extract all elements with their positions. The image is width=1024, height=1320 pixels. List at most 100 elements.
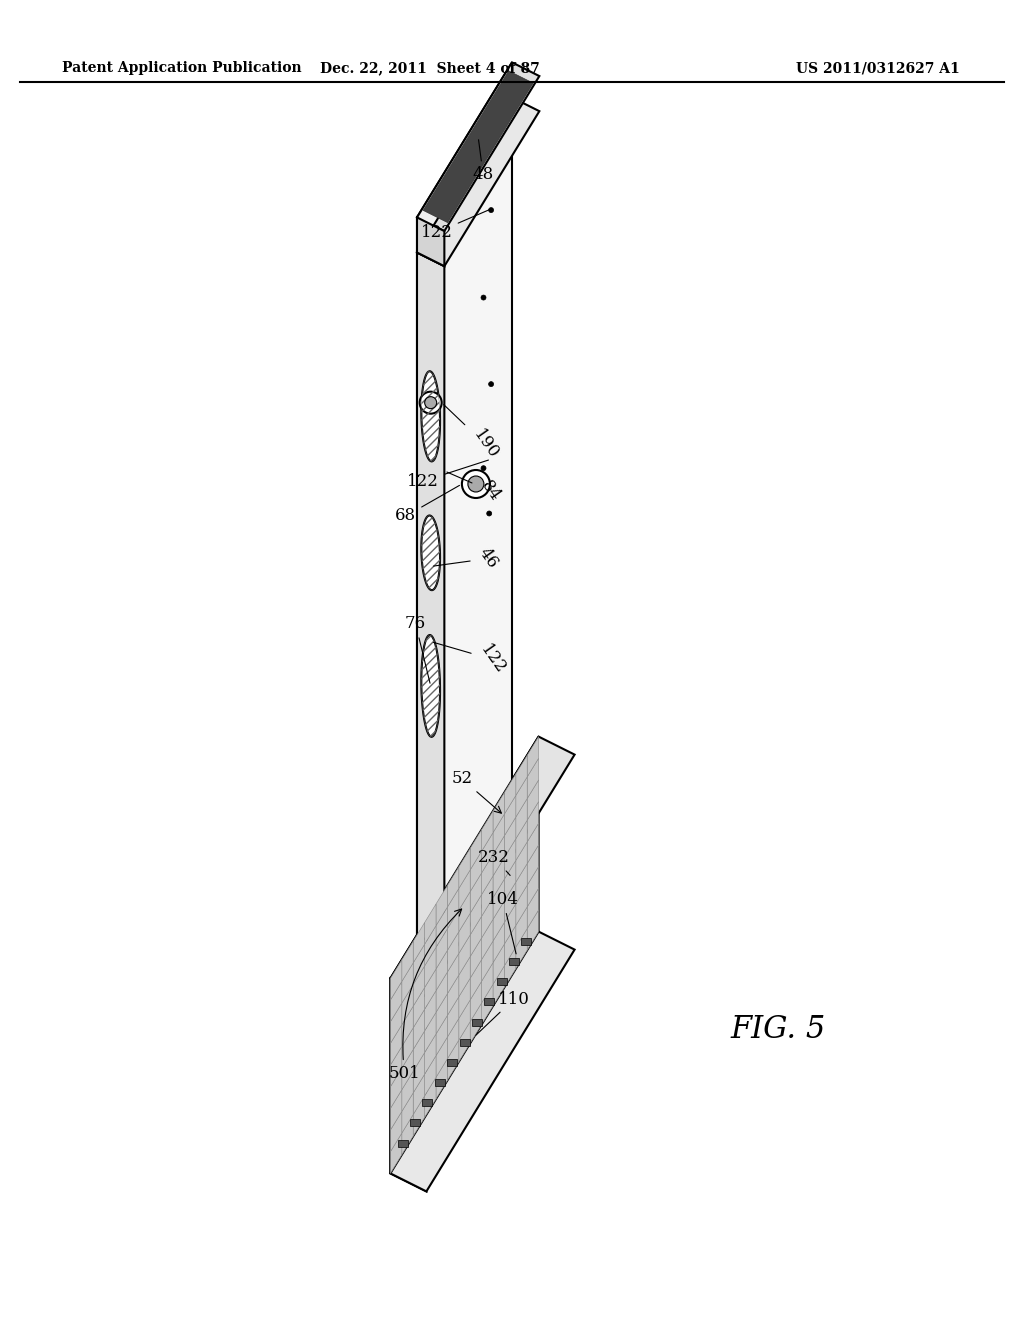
Polygon shape xyxy=(436,907,447,948)
Bar xyxy=(521,939,531,945)
Polygon shape xyxy=(470,873,481,913)
Polygon shape xyxy=(493,944,505,985)
Text: 68: 68 xyxy=(395,486,460,524)
Polygon shape xyxy=(390,737,574,997)
Text: 122: 122 xyxy=(421,209,493,240)
Polygon shape xyxy=(414,966,425,1006)
Circle shape xyxy=(488,381,494,387)
Polygon shape xyxy=(481,876,493,916)
Polygon shape xyxy=(447,975,459,1015)
Polygon shape xyxy=(470,960,481,999)
Polygon shape xyxy=(527,824,539,863)
Polygon shape xyxy=(436,1059,447,1100)
Polygon shape xyxy=(459,978,470,1019)
Polygon shape xyxy=(493,836,505,876)
Polygon shape xyxy=(470,1003,481,1043)
Polygon shape xyxy=(436,929,447,969)
Polygon shape xyxy=(527,867,539,907)
Polygon shape xyxy=(516,842,527,882)
Polygon shape xyxy=(459,891,470,932)
Polygon shape xyxy=(414,987,425,1028)
Polygon shape xyxy=(401,941,414,982)
Text: 501: 501 xyxy=(389,909,462,1082)
Polygon shape xyxy=(425,969,436,1010)
Bar xyxy=(472,1019,482,1026)
Polygon shape xyxy=(414,1074,425,1114)
Polygon shape xyxy=(414,1052,425,1093)
Polygon shape xyxy=(414,1031,425,1072)
Text: 46: 46 xyxy=(433,545,502,572)
Circle shape xyxy=(486,511,492,516)
Circle shape xyxy=(468,477,484,492)
Polygon shape xyxy=(436,1015,447,1056)
Polygon shape xyxy=(459,935,470,975)
Text: 52: 52 xyxy=(452,770,502,813)
Polygon shape xyxy=(436,972,447,1012)
Polygon shape xyxy=(516,928,527,969)
Polygon shape xyxy=(423,71,534,223)
Polygon shape xyxy=(505,925,516,966)
Polygon shape xyxy=(390,737,539,1173)
Polygon shape xyxy=(459,957,470,997)
Polygon shape xyxy=(390,1090,401,1130)
Polygon shape xyxy=(493,814,505,854)
Polygon shape xyxy=(425,991,436,1031)
Polygon shape xyxy=(425,925,436,966)
Polygon shape xyxy=(516,755,527,796)
Text: 84: 84 xyxy=(446,473,504,504)
Polygon shape xyxy=(493,966,505,1006)
Polygon shape xyxy=(414,1010,425,1049)
Polygon shape xyxy=(447,997,459,1038)
Text: Dec. 22, 2011  Sheet 4 of 87: Dec. 22, 2011 Sheet 4 of 87 xyxy=(321,61,540,75)
Polygon shape xyxy=(447,1019,459,1059)
Circle shape xyxy=(425,397,436,409)
Polygon shape xyxy=(516,820,527,861)
Polygon shape xyxy=(481,985,493,1024)
Polygon shape xyxy=(481,919,493,960)
Polygon shape xyxy=(459,849,470,888)
Polygon shape xyxy=(505,882,516,923)
Polygon shape xyxy=(493,858,505,898)
Polygon shape xyxy=(425,1077,436,1118)
Polygon shape xyxy=(425,1056,436,1096)
Polygon shape xyxy=(401,962,414,1003)
Polygon shape xyxy=(390,932,574,1192)
Polygon shape xyxy=(459,1022,470,1061)
Polygon shape xyxy=(505,796,516,836)
Polygon shape xyxy=(459,913,470,953)
Bar xyxy=(410,1119,420,1126)
Text: 76: 76 xyxy=(406,615,430,684)
Polygon shape xyxy=(527,737,539,777)
Polygon shape xyxy=(493,792,505,833)
Polygon shape xyxy=(481,833,493,873)
Text: 110: 110 xyxy=(476,990,530,1035)
Polygon shape xyxy=(481,854,493,895)
Polygon shape xyxy=(527,909,539,950)
Bar xyxy=(435,1078,444,1086)
Polygon shape xyxy=(481,810,493,851)
Circle shape xyxy=(481,296,486,300)
Polygon shape xyxy=(414,944,425,985)
Polygon shape xyxy=(447,867,459,907)
Polygon shape xyxy=(401,1006,414,1047)
Polygon shape xyxy=(425,948,436,987)
Bar xyxy=(447,1059,457,1067)
Polygon shape xyxy=(401,1093,414,1133)
Polygon shape xyxy=(470,981,481,1022)
Polygon shape xyxy=(505,838,516,879)
Polygon shape xyxy=(470,895,481,935)
Polygon shape xyxy=(527,845,539,886)
Text: 232: 232 xyxy=(478,849,510,875)
Polygon shape xyxy=(470,829,481,870)
Circle shape xyxy=(488,207,494,213)
Polygon shape xyxy=(459,870,470,909)
Polygon shape xyxy=(470,939,481,978)
Polygon shape xyxy=(447,888,459,929)
Polygon shape xyxy=(505,861,516,900)
Polygon shape xyxy=(516,907,527,948)
Bar xyxy=(397,1139,408,1147)
Polygon shape xyxy=(516,777,527,817)
Polygon shape xyxy=(417,252,444,949)
Polygon shape xyxy=(425,904,436,944)
Polygon shape xyxy=(527,801,539,842)
